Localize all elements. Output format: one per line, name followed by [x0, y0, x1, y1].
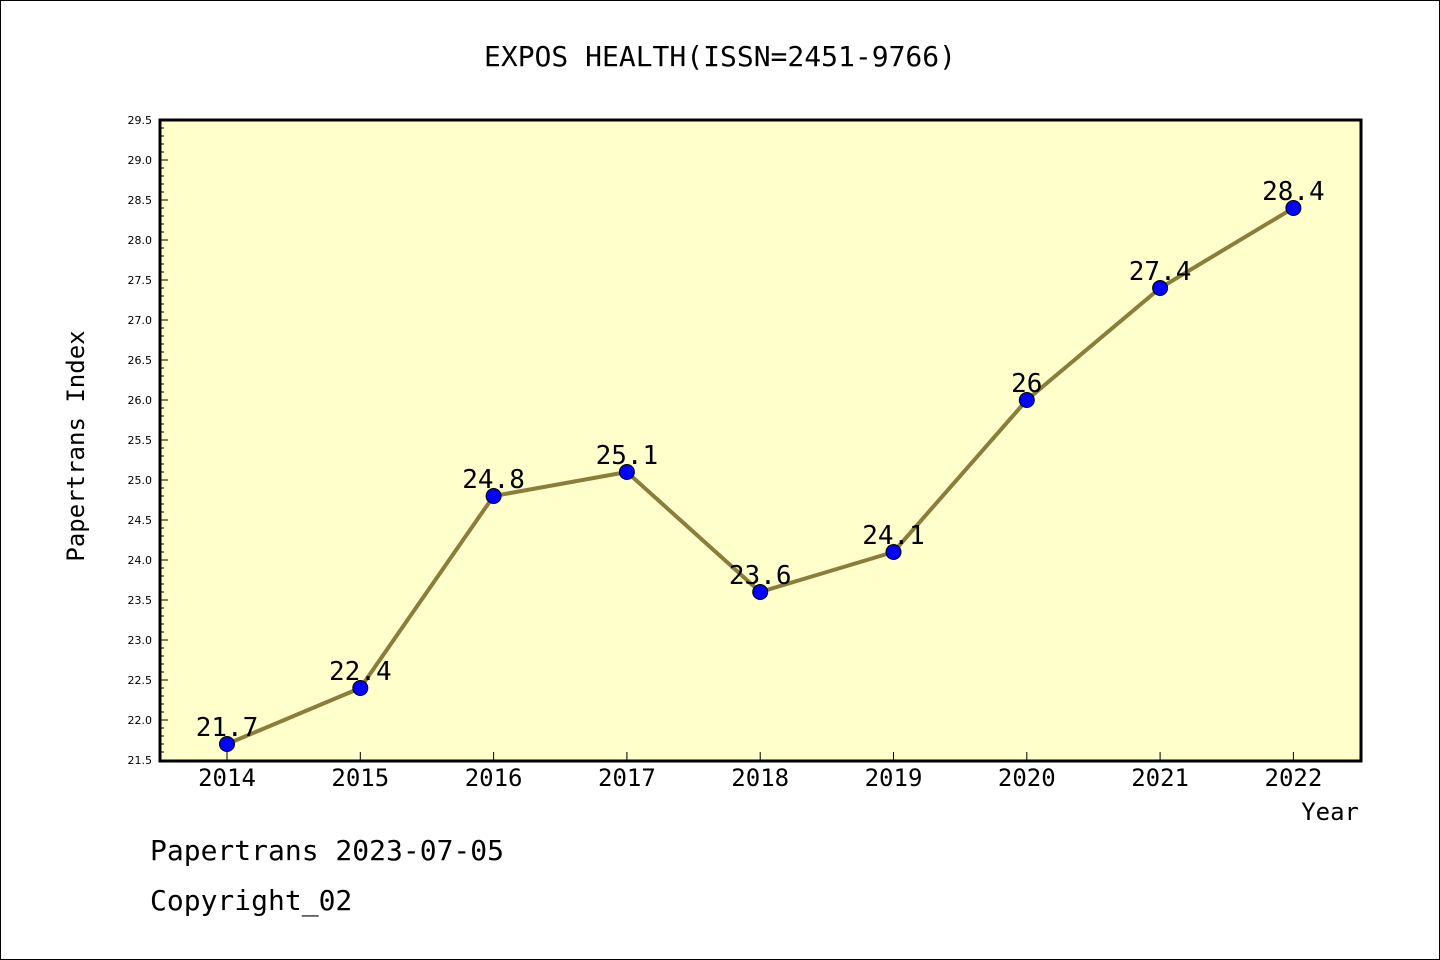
y-tick-label: 26.5	[128, 354, 153, 367]
y-tick-label: 25.5	[128, 434, 153, 447]
data-label: 25.1	[596, 441, 659, 471]
x-tick-label: 2018	[731, 764, 789, 792]
y-tick-label: 27.5	[128, 274, 153, 287]
x-tick-label: 2016	[465, 764, 523, 792]
data-label: 24.8	[462, 465, 525, 495]
x-tick-label: 2014	[198, 764, 256, 792]
data-point	[1018, 392, 1035, 408]
y-tick-label: 23.5	[128, 594, 153, 607]
data-label: 28.4	[1262, 177, 1325, 207]
data-label: 22.4	[329, 657, 392, 687]
y-tick-label: 28.5	[128, 194, 153, 207]
data-label: 26	[1011, 369, 1042, 399]
x-tick-label: 2020	[998, 764, 1056, 792]
x-tick-label: 2021	[1131, 764, 1189, 792]
data-labels-group: 21.7 22.4 24.8 25.1 23.6 24.1 26 27.4 28.4	[196, 177, 1325, 743]
data-point	[885, 544, 902, 560]
data-point	[219, 736, 235, 752]
y-tick-label: 21.5	[128, 754, 153, 767]
data-label: 27.4	[1129, 257, 1192, 287]
data-label: 24.1	[862, 521, 925, 551]
x-tick-label: 2022	[1265, 764, 1323, 792]
y-tick-label: 23.0	[128, 634, 153, 647]
y-tick-label: 29.5	[128, 114, 153, 127]
y-tick-label: 28.0	[128, 234, 153, 247]
data-label: 23.6	[729, 561, 792, 591]
y-tick-label: 22.0	[128, 714, 153, 727]
y-tick-label: 25.0	[128, 474, 153, 487]
x-tick-label: 2017	[598, 764, 656, 792]
data-point	[752, 584, 769, 600]
data-point	[352, 680, 369, 696]
data-point	[1152, 280, 1169, 296]
x-tick-label: 2019	[865, 764, 923, 792]
y-axis-label: Papertrans Index	[62, 330, 90, 561]
footer-copyright: Copyright_02	[150, 884, 353, 917]
plot-area	[158, 118, 1363, 763]
x-tick-label: 2015	[331, 764, 389, 792]
chart-title: EXPOS HEALTH(ISSN=2451-9766)	[484, 40, 956, 73]
x-axis-label: Year	[1301, 798, 1359, 826]
data-point	[485, 488, 502, 504]
y-tick-label: 24.5	[128, 514, 153, 527]
data-point	[618, 464, 635, 480]
y-tick-label: 26.0	[128, 394, 153, 407]
y-tick-label: 29.0	[128, 154, 153, 167]
y-tick-label: 27.0	[128, 314, 153, 327]
series-group	[219, 200, 1302, 752]
data-label: 21.7	[196, 713, 259, 743]
data-point	[1285, 200, 1302, 216]
y-axis: 21.5 22.0 22.5 23.0 23.5 24.0 24.5 25.0 25.5 26.0…	[128, 114, 168, 767]
x-axis: 2014 2015 2016 2017 2018 2019 2020 2021 2022	[198, 752, 1322, 792]
footer-date: Papertrans 2023-07-05	[150, 834, 505, 867]
y-tick-label: 22.5	[128, 674, 153, 687]
y-tick-label: 24.0	[128, 554, 153, 567]
